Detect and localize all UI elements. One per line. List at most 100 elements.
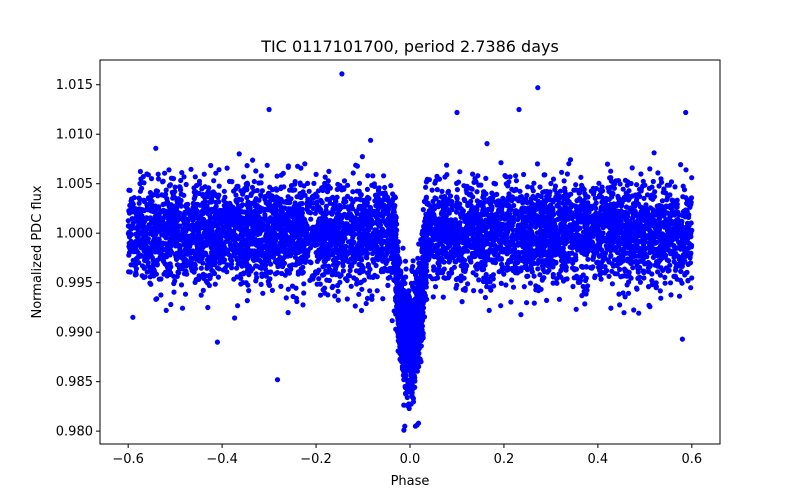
data-point — [550, 264, 556, 270]
data-point — [416, 363, 422, 370]
data-point — [629, 193, 636, 199]
data-point — [306, 188, 312, 194]
data-point — [348, 283, 354, 289]
data-point — [507, 174, 513, 180]
data-point — [245, 282, 251, 288]
data-point — [583, 275, 589, 281]
data-point — [172, 189, 178, 195]
data-point — [246, 288, 252, 294]
data-point — [641, 195, 647, 201]
data-point — [488, 287, 494, 293]
data-point — [513, 178, 520, 184]
data-point — [416, 241, 422, 247]
data-point — [308, 216, 314, 222]
data-point — [475, 173, 481, 179]
data-point — [503, 181, 509, 187]
data-point — [659, 198, 666, 204]
data-point — [517, 188, 523, 194]
data-point — [645, 284, 652, 290]
data-point — [153, 271, 159, 277]
data-point — [407, 324, 413, 330]
data-point — [682, 270, 689, 277]
data-point — [319, 272, 326, 278]
data-point — [147, 280, 153, 286]
data-point — [366, 195, 372, 202]
data-point — [556, 296, 563, 302]
data-point — [608, 305, 614, 311]
data-point — [662, 274, 668, 280]
data-point — [561, 178, 567, 184]
data-point — [311, 180, 317, 186]
data-point — [156, 276, 162, 282]
data-point — [434, 187, 440, 193]
data-point — [449, 203, 455, 209]
data-point — [535, 260, 541, 266]
data-point — [672, 184, 678, 190]
data-point — [335, 288, 341, 294]
data-point — [148, 176, 155, 182]
data-point — [415, 276, 421, 282]
data-point — [663, 190, 669, 196]
data-point — [231, 276, 237, 282]
data-point — [301, 281, 307, 287]
data-point — [625, 193, 631, 199]
data-point — [264, 162, 270, 168]
data-point — [662, 280, 668, 286]
data-point — [461, 183, 467, 189]
data-point — [640, 178, 646, 184]
data-point — [319, 200, 325, 206]
data-point — [453, 276, 459, 282]
data-point — [681, 187, 688, 193]
data-point — [354, 211, 360, 217]
data-point — [292, 179, 298, 185]
data-point — [145, 172, 151, 178]
data-point — [641, 275, 647, 281]
data-point — [478, 288, 484, 294]
data-point — [155, 171, 161, 177]
data-point — [621, 194, 628, 200]
data-point — [604, 161, 611, 167]
data-point — [350, 189, 356, 195]
data-point — [274, 173, 280, 179]
data-point — [127, 187, 133, 193]
data-point — [634, 285, 640, 291]
data-point — [669, 197, 675, 203]
data-point — [316, 276, 322, 282]
data-point — [643, 202, 649, 208]
data-point — [269, 287, 275, 293]
data-point — [172, 184, 178, 190]
data-point — [235, 303, 241, 309]
data-point — [598, 276, 604, 282]
data-point — [138, 176, 144, 182]
data-point — [324, 196, 330, 202]
data-point — [531, 180, 537, 186]
data-point — [340, 263, 346, 269]
data-point — [347, 268, 353, 274]
data-point — [491, 241, 497, 248]
data-point — [353, 268, 360, 274]
data-point — [549, 258, 555, 264]
data-point — [620, 290, 626, 296]
data-point — [608, 252, 614, 259]
data-point — [253, 271, 259, 277]
data-point — [567, 244, 573, 250]
data-point — [608, 168, 614, 174]
data-point — [249, 184, 255, 190]
data-point — [380, 296, 386, 302]
data-point — [564, 171, 571, 177]
data-point — [285, 286, 291, 292]
data-point — [221, 188, 227, 194]
data-point — [391, 209, 397, 215]
data-point — [368, 137, 374, 143]
data-point — [402, 258, 409, 264]
data-point — [167, 271, 173, 278]
data-point — [567, 157, 574, 163]
data-point — [153, 145, 159, 151]
data-point — [415, 335, 421, 341]
data-point — [577, 189, 583, 195]
data-point — [239, 202, 246, 208]
data-point — [630, 265, 636, 271]
data-point — [415, 351, 422, 357]
data-point — [211, 270, 218, 277]
